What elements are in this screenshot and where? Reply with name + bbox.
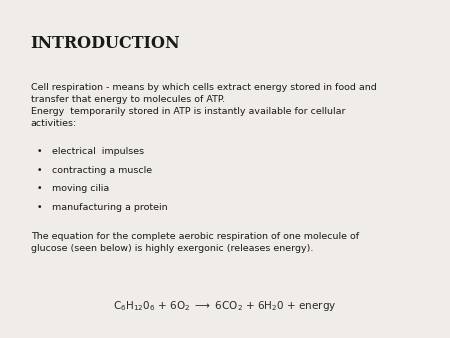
Text: •: • (37, 147, 42, 156)
Text: •: • (37, 184, 42, 193)
Text: INTRODUCTION: INTRODUCTION (31, 35, 180, 52)
Text: The equation for the complete aerobic respiration of one molecule of
glucose (se: The equation for the complete aerobic re… (31, 232, 359, 253)
Text: Cell respiration - means by which cells extract energy stored in food and
transf: Cell respiration - means by which cells … (31, 83, 376, 128)
Text: C$_6$H$_{12}$0$_6$ + 6O$_2$ $\longrightarrow$ 6CO$_2$ + 6H$_2$0 + energy: C$_6$H$_{12}$0$_6$ + 6O$_2$ $\longrighta… (113, 299, 337, 313)
Text: moving cilia: moving cilia (52, 184, 109, 193)
Text: contracting a muscle: contracting a muscle (52, 166, 152, 175)
Text: •: • (37, 166, 42, 175)
Text: manufacturing a protein: manufacturing a protein (52, 203, 167, 212)
Text: electrical  impulses: electrical impulses (52, 147, 144, 156)
Text: •: • (37, 203, 42, 212)
